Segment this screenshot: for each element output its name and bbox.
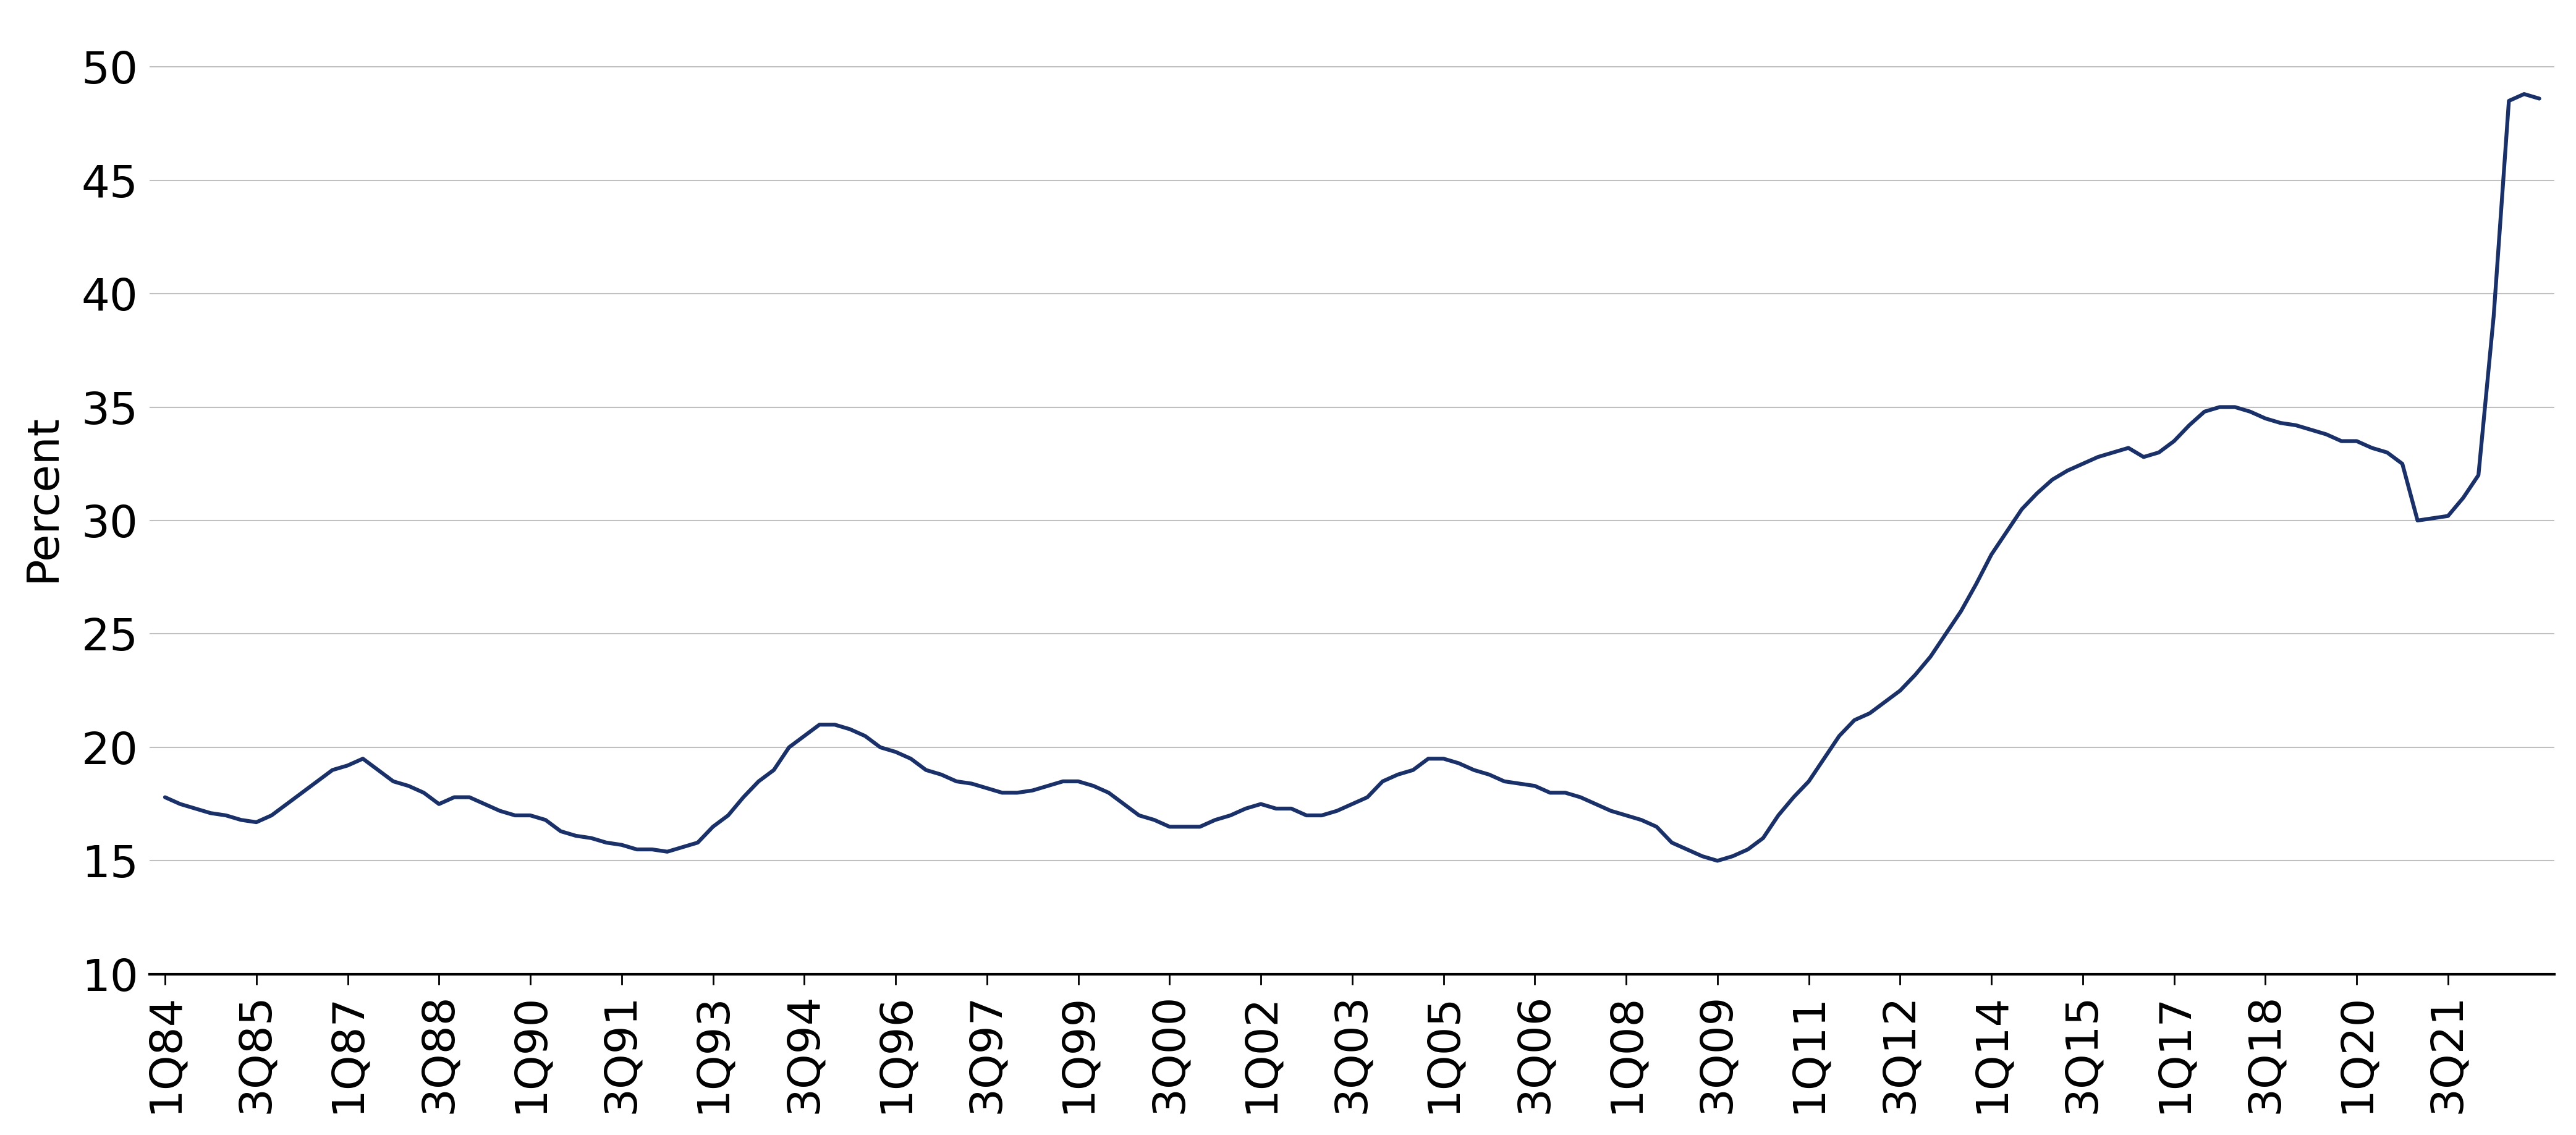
Y-axis label: Percent: Percent xyxy=(21,414,64,582)
